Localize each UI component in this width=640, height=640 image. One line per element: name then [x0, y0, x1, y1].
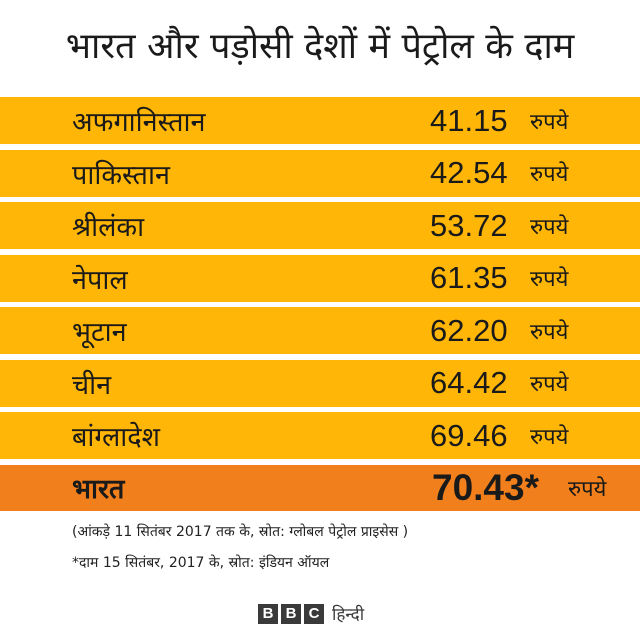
price-row-sri-lanka: श्रीलंका 53.72 रुपये	[0, 202, 640, 249]
price-row-bangladesh: बांग्लादेश 69.46 रुपये	[0, 412, 640, 459]
data-source-note: (आंकड़े 11 सितंबर 2017 तक के, स्रोत: ग्ल…	[72, 524, 409, 540]
price-value: 70.43*	[432, 466, 539, 508]
price-unit: रुपये	[568, 476, 607, 502]
price-value: 42.54	[430, 155, 508, 190]
logo-language: हिन्दी	[332, 605, 365, 625]
country-name: भूटान	[72, 317, 127, 348]
price-unit: रुपये	[530, 214, 569, 240]
price-unit: रुपये	[530, 162, 569, 187]
price-date-note: *दाम 15 सितंबर, 2017 के, स्रोत: इंडियन ऑ…	[72, 555, 330, 571]
country-name: पाकिस्तान	[72, 159, 170, 191]
logo-letter: B	[258, 603, 278, 624]
price-row-pakistan: पाकिस्तान 42.54 रुपये	[0, 149, 640, 197]
price-list: अफगानिस्तान 41.15 रुपये पाकिस्तान 42.54 …	[0, 97, 640, 516]
price-unit: रुपये	[530, 267, 569, 292]
country-name: श्रीलंका	[72, 212, 145, 243]
price-value: 64.42	[430, 365, 508, 400]
logo-letter: C	[304, 603, 324, 624]
price-unit: रुपये	[530, 424, 569, 450]
price-value: 53.72	[430, 207, 508, 243]
country-name: बांग्लादेश	[72, 422, 160, 453]
price-value: 41.15	[430, 102, 508, 138]
country-name: अफगानिस्तान	[72, 107, 206, 138]
price-unit: रुपये	[530, 109, 569, 135]
country-name: नेपाल	[72, 264, 128, 296]
price-value: 62.20	[430, 312, 508, 348]
price-row-india: भारत 70.43* रुपये	[0, 464, 640, 511]
price-row-bhutan: भूटान 62.20 रुपये	[0, 307, 640, 354]
logo-letter: B	[281, 603, 301, 624]
price-value: 61.35	[430, 260, 508, 295]
price-unit: रुपये	[530, 372, 569, 397]
country-name: चीन	[72, 369, 112, 401]
price-row-china: चीन 64.42 रुपये	[0, 359, 640, 407]
bbc-hindi-logo: B B C हिन्दी	[258, 602, 364, 625]
price-unit: रुपये	[530, 319, 569, 345]
country-name: भारत	[72, 474, 125, 505]
page-title: भारत और पड़ोसी देशों में पेट्रोल के दाम	[65, 26, 575, 67]
price-row-afghanistan: अफगानिस्तान 41.15 रुपये	[0, 97, 640, 144]
price-row-nepal: नेपाल 61.35 रुपये	[0, 254, 640, 302]
price-value: 69.46	[430, 417, 508, 453]
